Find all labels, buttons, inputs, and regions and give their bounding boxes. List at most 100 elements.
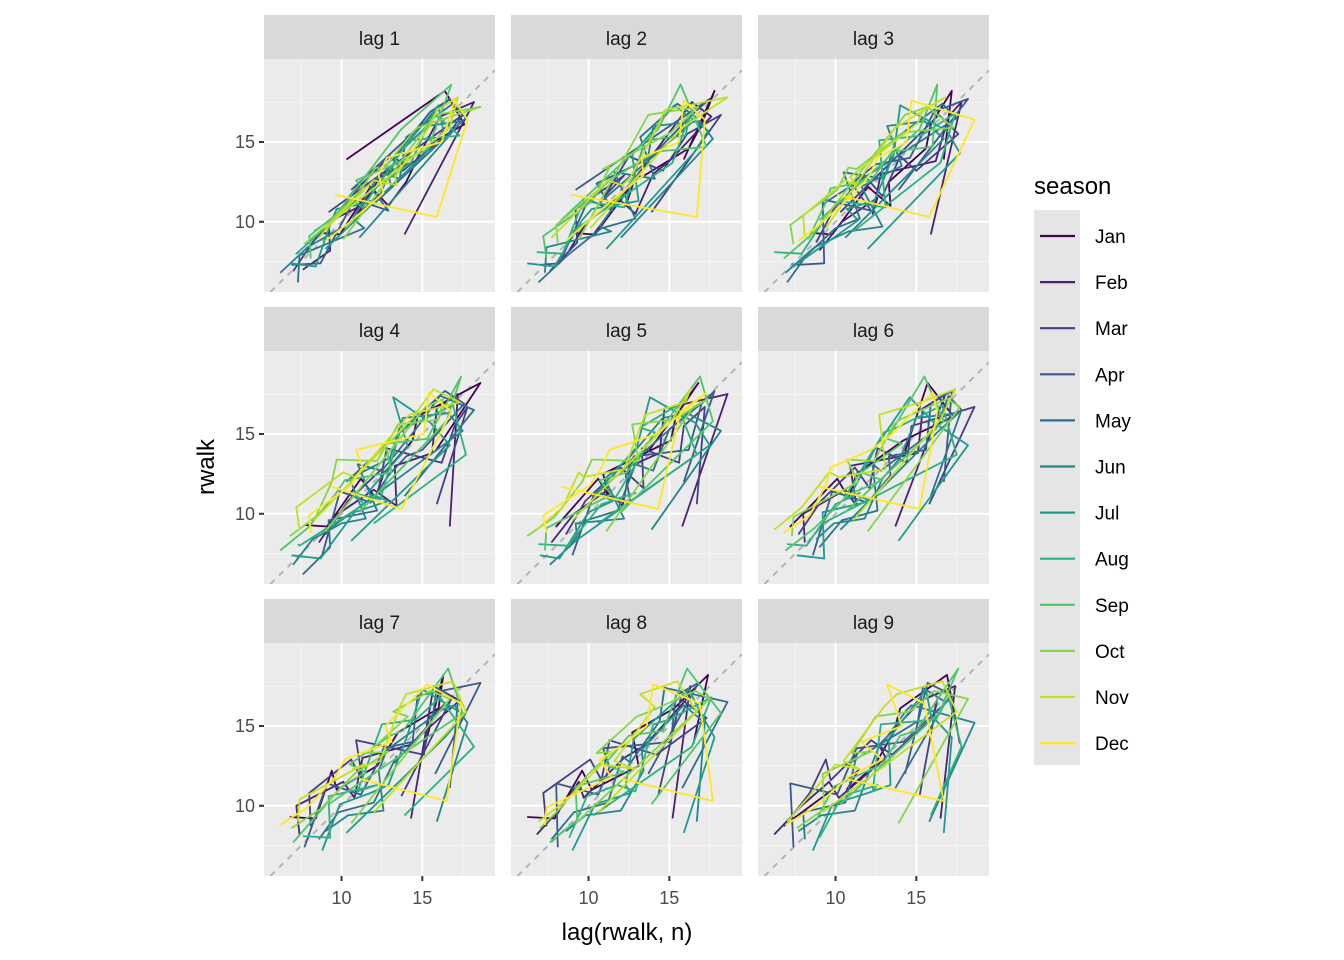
- legend-item-jan: Jan: [1040, 227, 1126, 248]
- facet-panel-lag-2: lag 2: [511, 15, 742, 292]
- legend-item-apr: Apr: [1040, 365, 1125, 386]
- season-lines: [279, 83, 482, 283]
- legend-label: Feb: [1095, 273, 1128, 294]
- x-axis-title: lag(rwalk, n): [562, 919, 693, 946]
- season-lines: [773, 667, 976, 851]
- season-line-dec: [785, 683, 945, 826]
- x-tick-label: 15: [906, 888, 926, 908]
- facet-strip: [758, 599, 989, 643]
- facet-panel-lag-9: lag 9 10 15: [758, 599, 989, 908]
- season-line-nov: [786, 680, 958, 823]
- season-line-nov: [295, 388, 461, 530]
- season-line-feb: [318, 393, 459, 544]
- season-line-jun: [292, 412, 464, 566]
- season-line-aug: [774, 112, 956, 255]
- season-line-dec: [783, 391, 939, 534]
- legend-label: Jan: [1095, 227, 1126, 248]
- facet-panels: lag 1 10 15 lag 2 lag 3 lag 4 10 15 lag 5 lag 6 la…: [235, 15, 989, 908]
- facet-strip-label: lag 3: [853, 29, 894, 50]
- season-line-apr: [789, 682, 955, 848]
- season-line-dec: [544, 683, 714, 825]
- season-lines: [773, 375, 976, 560]
- season-line-nov: [537, 680, 698, 823]
- season-lines: [279, 375, 482, 576]
- season-line-jul: [571, 688, 716, 851]
- legend-item-sep: Sep: [1040, 596, 1129, 617]
- season-line-aug: [568, 696, 713, 839]
- season-line-jul: [321, 688, 466, 851]
- season-line-aug: [536, 112, 692, 255]
- reference-line-y-equals-x: [516, 69, 742, 292]
- season-line-sep: [549, 667, 722, 844]
- season-line-oct: [291, 690, 451, 829]
- facet-strip: [758, 15, 989, 59]
- legend-items: Jan Feb Mar Apr May Jun Jul Aug Sep Oct Nov Dec: [1040, 227, 1131, 755]
- panel-background: [264, 351, 495, 584]
- legend-item-oct: Oct: [1040, 642, 1125, 663]
- facet-strip-label: lag 8: [606, 613, 647, 634]
- facet-panel-lag-3: lag 3: [758, 15, 989, 292]
- y-tick-label: 10: [235, 212, 255, 232]
- legend-item-aug: Aug: [1040, 550, 1129, 571]
- legend-label: Nov: [1095, 688, 1129, 709]
- season-line-jan: [791, 674, 961, 820]
- season-line-aug: [538, 404, 698, 547]
- season-line-apr: [812, 389, 953, 556]
- legend-item-dec: Dec: [1040, 734, 1129, 755]
- season-line-jul: [791, 104, 961, 268]
- season-lines: [774, 83, 976, 283]
- legend-label: Oct: [1095, 642, 1125, 663]
- season-line-oct: [303, 106, 482, 245]
- y-tick-label: 10: [235, 504, 255, 524]
- season-line-jun: [815, 412, 960, 540]
- legend-label: Jun: [1095, 458, 1126, 479]
- season-line-sep: [308, 83, 453, 259]
- season-line-dec: [565, 99, 706, 242]
- season-line-apr: [303, 682, 482, 848]
- facet-strip: [264, 307, 495, 351]
- legend-label: May: [1095, 411, 1131, 432]
- season-line-dec: [308, 391, 453, 533]
- legend-label: Dec: [1095, 734, 1129, 755]
- facet-strip: [511, 599, 742, 643]
- facet-strip-label: lag 7: [359, 613, 400, 634]
- season-line-may: [786, 102, 958, 283]
- facet-strip-label: lag 6: [853, 321, 894, 342]
- season-line-dec: [324, 99, 469, 242]
- legend: season Jan Feb Mar Apr May Jun Jul Aug Sep Oct Nov…: [1034, 173, 1131, 765]
- facet-strip: [758, 307, 989, 351]
- season-line-mar: [783, 698, 939, 828]
- facet-panel-lag-7: lag 7 10 15 10 15: [235, 599, 495, 908]
- facet-strip: [264, 15, 495, 59]
- legend-label: Sep: [1095, 596, 1129, 617]
- season-lines: [526, 375, 729, 566]
- season-line-oct: [791, 397, 961, 537]
- facet-panel-lag-6: lag 6: [758, 307, 989, 584]
- season-line-feb: [818, 101, 963, 252]
- x-tick-label: 10: [579, 888, 599, 908]
- facet-strip-label: lag 1: [359, 29, 400, 50]
- facet-panel-lag-8: lag 8 10 15: [511, 599, 742, 908]
- reference-line-y-equals-x: [763, 361, 989, 584]
- legend-item-mar: Mar: [1040, 319, 1128, 340]
- legend-label: Apr: [1095, 365, 1125, 386]
- legend-label: Mar: [1095, 319, 1128, 340]
- x-tick-label: 15: [659, 888, 679, 908]
- season-line-dec: [279, 683, 463, 826]
- y-tick-label: 15: [235, 716, 255, 736]
- season-lines: [527, 667, 729, 851]
- season-line-aug: [787, 404, 958, 547]
- facet-strip: [264, 599, 495, 643]
- legend-item-jul: Jul: [1040, 504, 1119, 525]
- legend-label: Jul: [1095, 504, 1119, 525]
- legend-item-nov: Nov: [1040, 688, 1129, 709]
- facet-strip: [511, 15, 742, 59]
- season-lines: [527, 83, 729, 284]
- season-line-apr: [571, 389, 716, 556]
- facet-panel-lag-5: lag 5: [511, 307, 742, 584]
- facet-strip-label: lag 5: [606, 321, 647, 342]
- season-line-mar: [565, 405, 706, 535]
- season-line-dec: [542, 391, 708, 534]
- facet-strip-label: lag 9: [853, 613, 894, 634]
